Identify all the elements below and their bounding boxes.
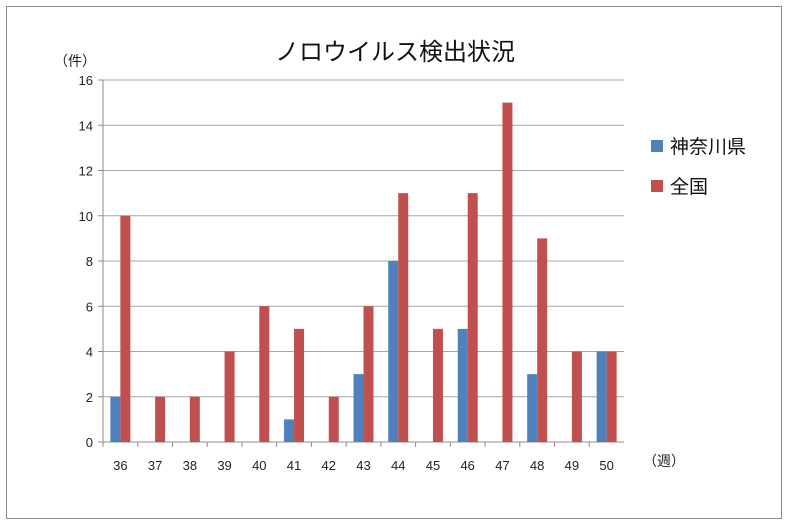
bar	[537, 238, 548, 442]
x-tick-label: 46	[460, 458, 474, 473]
x-tick-label: 45	[426, 458, 440, 473]
x-tick-label: 39	[217, 458, 231, 473]
bar	[502, 102, 513, 442]
bar	[259, 306, 270, 442]
y-axis-unit: （件）	[54, 54, 96, 70]
chart-title: ノロウイルス検出状況	[275, 38, 515, 66]
x-tick-label: 44	[391, 458, 405, 473]
bar	[110, 396, 121, 442]
y-tick-label: 10	[79, 209, 93, 224]
x-tick-label: 38	[183, 458, 197, 473]
x-tick-label: 50	[599, 458, 613, 473]
bar	[457, 328, 468, 442]
x-axis-unit: （週）	[643, 454, 685, 470]
bar	[571, 351, 582, 442]
bar	[596, 351, 607, 442]
x-tick-label: 48	[530, 458, 544, 473]
x-tick-label: 42	[322, 458, 336, 473]
y-tick-label: 14	[79, 118, 93, 133]
bar	[328, 396, 339, 442]
bar	[189, 396, 200, 442]
bar	[363, 306, 374, 442]
bar	[606, 351, 617, 442]
y-tick-label: 6	[86, 299, 93, 314]
y-tick-label: 0	[86, 435, 93, 450]
bar	[353, 374, 364, 442]
bar	[284, 419, 295, 442]
y-tick-labels: 0 2 4 6 8 10 12 14 16	[79, 73, 93, 450]
x-tick-label: 43	[356, 458, 370, 473]
y-tick-label: 2	[86, 390, 93, 405]
y-tick-label: 12	[79, 164, 93, 179]
y-tick-label: 8	[86, 254, 93, 269]
bar	[155, 396, 166, 442]
x-tick-label: 36	[113, 458, 127, 473]
x-tick-label: 37	[148, 458, 162, 473]
y-tick-label: 16	[79, 73, 93, 88]
bar	[467, 193, 478, 442]
legend-label: 神奈川県	[670, 136, 746, 158]
x-tick-labels: 36 37 38 39 40 41 42 43 44 45 46 47 48 49 50	[113, 458, 614, 473]
bar	[224, 351, 235, 442]
bar	[294, 328, 305, 442]
x-tick-label: 41	[287, 458, 301, 473]
x-tick-label: 47	[495, 458, 509, 473]
bar	[120, 215, 131, 442]
x-tick-label: 40	[252, 458, 266, 473]
x-tick-label: 49	[565, 458, 579, 473]
bar	[432, 328, 443, 442]
bars	[110, 102, 617, 442]
legend-label: 全国	[670, 176, 708, 198]
bar	[388, 261, 399, 442]
legend-swatch	[651, 180, 663, 192]
y-tick-label: 4	[86, 345, 93, 360]
bar	[398, 193, 409, 442]
bar	[527, 374, 538, 442]
legend-swatch	[651, 140, 663, 152]
